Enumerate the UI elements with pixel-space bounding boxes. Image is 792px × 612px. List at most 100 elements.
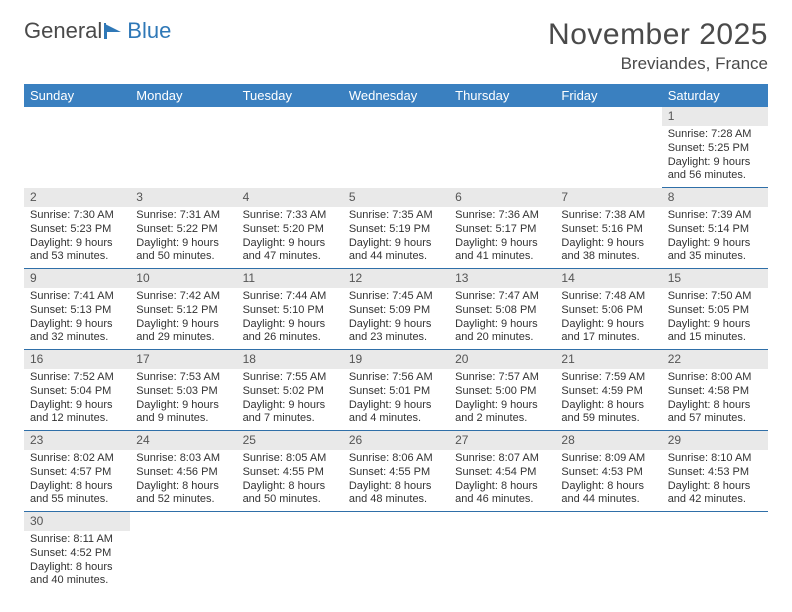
calendar-day-cell: 2Sunrise: 7:30 AMSunset: 5:23 PMDaylight… <box>24 188 130 269</box>
day-number: 30 <box>24 512 130 531</box>
sunrise-line: Sunrise: 7:53 AM <box>136 371 230 385</box>
sunset-line: Sunset: 5:08 PM <box>455 304 549 318</box>
calendar-body: 1Sunrise: 7:28 AMSunset: 5:25 PMDaylight… <box>24 107 768 592</box>
sunset-line: Sunset: 4:55 PM <box>349 466 443 480</box>
calendar-day-cell: 20Sunrise: 7:57 AMSunset: 5:00 PMDayligh… <box>449 350 555 431</box>
header: General Blue November 2025 Breviandes, F… <box>24 18 768 74</box>
day-details: Sunrise: 8:05 AMSunset: 4:55 PMDaylight:… <box>237 450 343 511</box>
sunrise-line: Sunrise: 7:38 AM <box>561 209 655 223</box>
day-details: Sunrise: 8:11 AMSunset: 4:52 PMDaylight:… <box>24 531 130 592</box>
calendar-week-row: 16 Sunrise: 7:52 AMSunset: 5:04 PM Dayligh… <box>24 350 768 431</box>
calendar-day-cell: 15Sunrise: 7:50 AMSunset: 5:05 PMDayligh… <box>662 269 768 350</box>
calendar-day-cell: 28Sunrise: 8:09 AMSunset: 4:53 PMDayligh… <box>555 431 661 512</box>
daylight-line: Daylight: 8 hours and 50 minutes. <box>243 480 337 508</box>
daylight-line: Daylight: 9 hours and 17 minutes. <box>561 318 655 346</box>
sunset-line: Sunset: 4:52 PM <box>30 547 124 561</box>
sunset-line: Sunset: 4:58 PM <box>668 385 762 399</box>
daylight-line: Daylight: 9 hours and 38 minutes. <box>561 237 655 265</box>
location: Breviandes, France <box>548 54 768 74</box>
sunrise-line: Sunrise: 8:05 AM <box>243 452 337 466</box>
day-details: Sunrise: 7:39 AMSunset: 5:14 PMDaylight:… <box>662 207 768 268</box>
calendar-empty-cell <box>555 107 661 188</box>
sunrise-line: Sunrise: 8:02 AM <box>30 452 124 466</box>
sunset-line: Sunset: 5:25 PM <box>668 142 762 156</box>
calendar-day-cell: 24Sunrise: 8:03 AMSunset: 4:56 PMDayligh… <box>130 431 236 512</box>
daylight-line: Daylight: 9 hours and 20 minutes. <box>455 318 549 346</box>
daylight-line: Daylight: 9 hours and 2 minutes. <box>455 399 549 427</box>
day-number: 4 <box>237 188 343 207</box>
weekday-header: Sunday <box>24 84 130 107</box>
daylight-line: Daylight: 8 hours and 59 minutes. <box>561 399 655 427</box>
sunset-line: Sunset: 5:13 PM <box>30 304 124 318</box>
calendar-day-cell: 6Sunrise: 7:36 AMSunset: 5:17 PMDaylight… <box>449 188 555 269</box>
day-number: 10 <box>130 269 236 288</box>
day-number: 8 <box>662 188 768 207</box>
day-details: Sunrise: 7:36 AMSunset: 5:17 PMDaylight:… <box>449 207 555 268</box>
day-details: Sunrise: 7:30 AMSunset: 5:23 PMDaylight:… <box>24 207 130 268</box>
day-number: 16 <box>24 350 130 369</box>
logo: General Blue <box>24 18 171 44</box>
calendar-day-cell: 8Sunrise: 7:39 AMSunset: 5:14 PMDaylight… <box>662 188 768 269</box>
sunrise-line: Sunrise: 7:30 AM <box>30 209 124 223</box>
day-details: Sunrise: 7:41 AMSunset: 5:13 PMDaylight:… <box>24 288 130 349</box>
weekday-header: Wednesday <box>343 84 449 107</box>
calendar-empty-cell <box>24 107 130 188</box>
sunset-line: Sunset: 5:16 PM <box>561 223 655 237</box>
daylight-line: Daylight: 9 hours and 35 minutes. <box>668 237 762 265</box>
sunrise-line: Sunrise: 7:28 AM <box>668 128 762 142</box>
sunset-line: Sunset: 5:22 PM <box>136 223 230 237</box>
day-details: Sunrise: 8:10 AMSunset: 4:53 PMDaylight:… <box>662 450 768 511</box>
calendar-day-cell: 3Sunrise: 7:31 AMSunset: 5:22 PMDaylight… <box>130 188 236 269</box>
day-details: Sunrise: 7:31 AMSunset: 5:22 PMDaylight:… <box>130 207 236 268</box>
sunset-line: Sunset: 5:00 PM <box>455 385 549 399</box>
logo-flag-icon <box>104 22 126 40</box>
sunset-line: Sunset: 4:56 PM <box>136 466 230 480</box>
day-details: Sunrise: 7:57 AMSunset: 5:00 PMDaylight:… <box>449 369 555 430</box>
calendar-day-cell: 22Sunrise: 8:00 AMSunset: 4:58 PMDayligh… <box>662 350 768 431</box>
sunset-line: Sunset: 4:53 PM <box>668 466 762 480</box>
day-details: Sunrise: 7:44 AMSunset: 5:10 PMDaylight:… <box>237 288 343 349</box>
sunset-line: Sunset: 5:04 PM <box>30 385 124 399</box>
day-details: Sunrise: 7:48 AMSunset: 5:06 PMDaylight:… <box>555 288 661 349</box>
day-details: Sunrise: 7:53 AMSunset: 5:03 PMDaylight:… <box>130 369 236 430</box>
day-number: 5 <box>343 188 449 207</box>
sunset-line: Sunset: 5:12 PM <box>136 304 230 318</box>
sunrise-line: Sunrise: 7:36 AM <box>455 209 549 223</box>
day-number: 18 <box>237 350 343 369</box>
sunrise-line: Sunrise: 7:52 AM <box>30 371 124 385</box>
daylight-line: Daylight: 8 hours and 57 minutes. <box>668 399 762 427</box>
calendar-day-cell: 4Sunrise: 7:33 AMSunset: 5:20 PMDaylight… <box>237 188 343 269</box>
day-number: 29 <box>662 431 768 450</box>
day-number: 2 <box>24 188 130 207</box>
day-details: Sunrise: 8:00 AMSunset: 4:58 PMDaylight:… <box>662 369 768 430</box>
sunset-line: Sunset: 5:06 PM <box>561 304 655 318</box>
calendar-empty-cell <box>343 512 449 593</box>
day-details: Sunrise: 8:09 AMSunset: 4:53 PMDaylight:… <box>555 450 661 511</box>
calendar-day-cell: 25Sunrise: 8:05 AMSunset: 4:55 PMDayligh… <box>237 431 343 512</box>
sunset-line: Sunset: 5:19 PM <box>349 223 443 237</box>
daylight-line: Daylight: 9 hours and 15 minutes. <box>668 318 762 346</box>
day-details: Sunrise: 7:38 AMSunset: 5:16 PMDaylight:… <box>555 207 661 268</box>
day-details: Sunrise: 8:02 AMSunset: 4:57 PMDaylight:… <box>24 450 130 511</box>
calendar-day-cell: 13Sunrise: 7:47 AMSunset: 5:08 PMDayligh… <box>449 269 555 350</box>
sunrise-line: Sunrise: 7:44 AM <box>243 290 337 304</box>
weekday-header: Saturday <box>662 84 768 107</box>
day-number: 17 <box>130 350 236 369</box>
daylight-line: Daylight: 9 hours and 9 minutes. <box>136 399 230 427</box>
day-number: 24 <box>130 431 236 450</box>
daylight-line: Daylight: 9 hours and 4 minutes. <box>349 399 443 427</box>
daylight-line: Daylight: 8 hours and 44 minutes. <box>561 480 655 508</box>
calendar-day-cell: 23Sunrise: 8:02 AMSunset: 4:57 PMDayligh… <box>24 431 130 512</box>
day-details: Sunrise: 7:35 AMSunset: 5:19 PMDaylight:… <box>343 207 449 268</box>
sunset-line: Sunset: 4:57 PM <box>30 466 124 480</box>
day-number: 14 <box>555 269 661 288</box>
day-details: Sunrise: 7:28 AMSunset: 5:25 PMDaylight:… <box>662 126 768 187</box>
day-number: 26 <box>343 431 449 450</box>
day-number: 20 <box>449 350 555 369</box>
day-number: 27 <box>449 431 555 450</box>
day-number: 21 <box>555 350 661 369</box>
day-details: Sunrise: 8:06 AMSunset: 4:55 PMDaylight:… <box>343 450 449 511</box>
day-details: Sunrise: 7:33 AMSunset: 5:20 PMDaylight:… <box>237 207 343 268</box>
calendar-day-cell: 5Sunrise: 7:35 AMSunset: 5:19 PMDaylight… <box>343 188 449 269</box>
calendar-day-cell: 26Sunrise: 8:06 AMSunset: 4:55 PMDayligh… <box>343 431 449 512</box>
